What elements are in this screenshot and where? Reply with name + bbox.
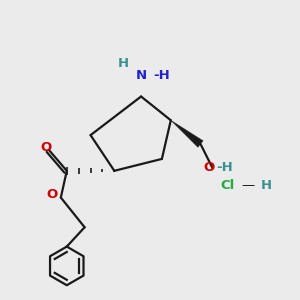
Text: N: N: [136, 69, 147, 82]
Text: H: H: [260, 179, 272, 192]
Text: Cl: Cl: [220, 179, 234, 192]
Text: H: H: [118, 57, 129, 70]
Polygon shape: [171, 120, 203, 147]
Text: -H: -H: [154, 69, 170, 82]
Text: O: O: [204, 161, 215, 174]
Text: O: O: [40, 140, 52, 154]
Text: —: —: [242, 179, 255, 192]
Text: -H: -H: [216, 161, 233, 174]
Text: O: O: [46, 188, 58, 201]
